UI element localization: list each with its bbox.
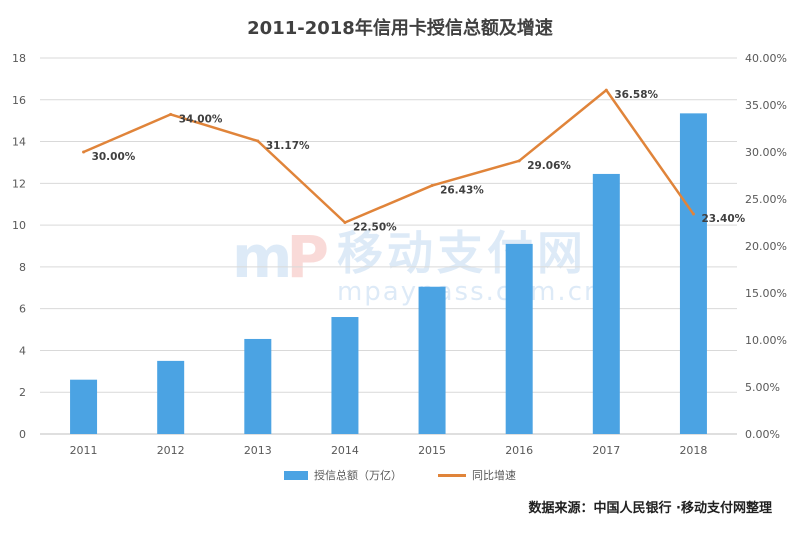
y-right-tick-label: 15.00% [745, 287, 787, 300]
y-left-tick-label: 2 [19, 386, 26, 399]
legend-item-bar: 授信总额（万亿） [284, 467, 402, 483]
x-tick-label: 2012 [157, 444, 185, 457]
data-label: 29.06% [527, 160, 571, 172]
line-point [691, 212, 695, 216]
data-label: 30.00% [92, 151, 136, 163]
y-left-tick-label: 16 [12, 94, 26, 107]
data-label: 22.50% [353, 222, 397, 234]
line-point [343, 221, 347, 224]
y-right-tick-label: 5.00% [745, 381, 780, 394]
y-left-tick-label: 8 [19, 261, 26, 274]
y-left-tick-label: 6 [19, 303, 26, 316]
legend-swatch-bar [284, 470, 308, 480]
chart-title: 2011-2018年信用卡授信总额及增速 [247, 18, 553, 39]
y-right-tick-label: 10.00% [745, 334, 787, 347]
bar [244, 338, 272, 434]
x-tick-label: 2011 [70, 444, 98, 457]
bar [505, 243, 533, 434]
y-left-tick-label: 4 [19, 344, 26, 357]
y-left-tick-label: 0 [19, 428, 26, 441]
bar [592, 173, 620, 434]
y-right-tick-label: 35.00% [745, 99, 787, 112]
x-tick-label: 2018 [679, 444, 707, 457]
data-label: 34.00% [179, 113, 223, 125]
line-point [256, 139, 260, 143]
line-point [517, 159, 521, 163]
x-tick-label: 2016 [505, 444, 533, 457]
x-tick-label: 2013 [244, 444, 272, 457]
y-left-tick-label: 12 [12, 177, 26, 190]
y-left-tick-label: 10 [12, 219, 26, 232]
bar [70, 379, 98, 434]
data-label: 36.58% [614, 89, 658, 101]
y-right-tick-label: 40.00% [745, 52, 787, 65]
x-tick-label: 2017 [592, 444, 620, 457]
y-left-tick-label: 14 [12, 136, 26, 149]
data-label: 31.17% [266, 140, 310, 152]
line-point [169, 112, 173, 116]
legend-label-line: 同比增速 [472, 469, 516, 482]
y-right-tick-label: 20.00% [745, 240, 787, 253]
line-point [82, 150, 86, 154]
y-right-tick-label: 0.00% [745, 428, 780, 441]
x-tick-label: 2015 [418, 444, 446, 457]
data-label: 23.40% [701, 213, 745, 225]
y-left-tick-label: 18 [12, 52, 26, 65]
source-note: 数据来源：中国人民银行 ·移动支付网整理 [528, 501, 772, 516]
legend: 授信总额（万亿） 同比增速 [0, 467, 800, 483]
y-right-tick-label: 30.00% [745, 146, 787, 159]
y-right-tick-label: 25.00% [745, 193, 787, 206]
bar [418, 286, 446, 434]
legend-label-bar: 授信总额（万亿） [314, 469, 402, 482]
legend-swatch-line [438, 473, 466, 477]
growth-line [83, 88, 695, 224]
x-tick-label: 2014 [331, 444, 359, 457]
line-point [604, 88, 608, 92]
data-label: 26.43% [440, 185, 484, 197]
bar [679, 113, 707, 434]
bar [331, 317, 359, 434]
legend-item-line: 同比增速 [438, 467, 516, 483]
line-point [430, 184, 434, 188]
bar [157, 360, 185, 434]
